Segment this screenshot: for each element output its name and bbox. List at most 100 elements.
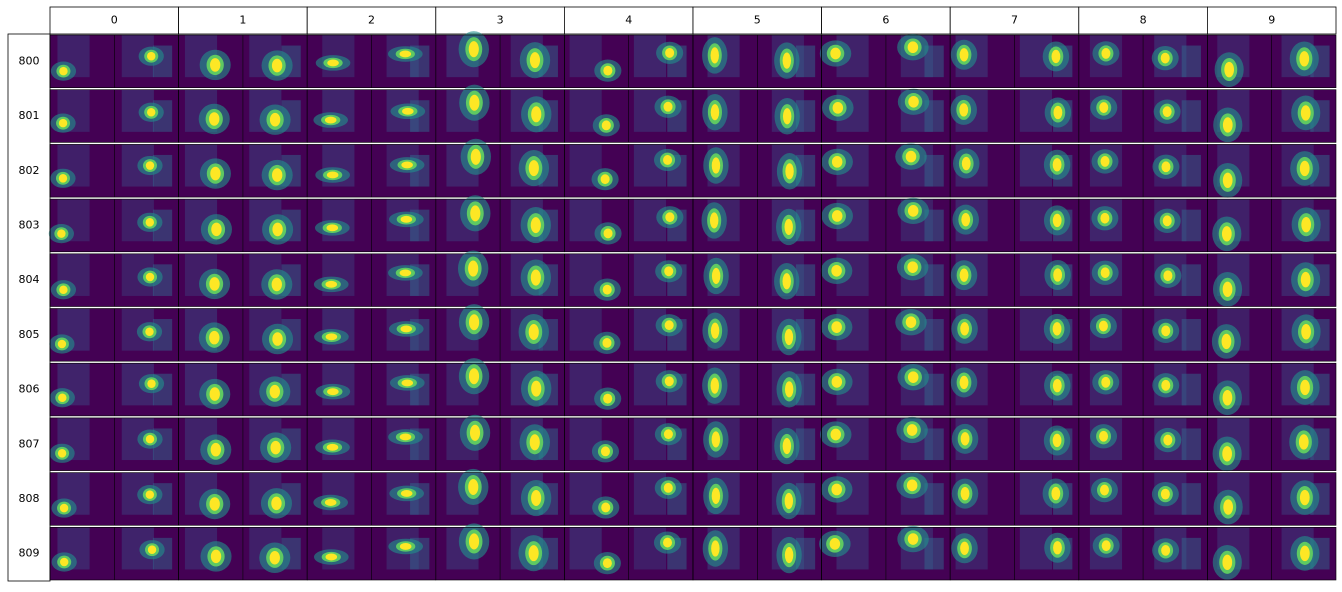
row-label: 802 bbox=[19, 164, 40, 177]
heatmap-background bbox=[564, 89, 629, 143]
cell-border bbox=[1207, 472, 1337, 526]
heatmap-peak bbox=[711, 431, 721, 448]
column-header-cell bbox=[949, 6, 1080, 35]
heatmap-peak bbox=[665, 47, 675, 58]
heatmap-peak bbox=[531, 380, 542, 397]
heatmap-peak bbox=[665, 212, 675, 223]
cell-image-pair bbox=[820, 253, 951, 307]
column-header-label: 2 bbox=[368, 14, 375, 27]
heatmap-peak bbox=[603, 393, 613, 404]
heatmap-peak bbox=[531, 489, 542, 507]
heatmap-peak bbox=[1301, 216, 1312, 233]
heatmap-peak bbox=[271, 277, 282, 292]
cell-image-pair bbox=[1078, 253, 1208, 307]
cell-image-pair bbox=[564, 527, 693, 580]
heatmap-background bbox=[564, 527, 629, 580]
cell-image-pair bbox=[564, 199, 693, 252]
cell-border bbox=[1207, 417, 1337, 471]
heatmap-peak bbox=[1163, 270, 1173, 282]
heatmap-peak bbox=[399, 269, 412, 277]
cell-image-pair bbox=[178, 253, 308, 307]
cell-image-pair bbox=[49, 527, 179, 580]
cell-image-pair bbox=[306, 253, 436, 307]
cell-image-pair bbox=[564, 308, 693, 362]
heatmap-peak bbox=[324, 116, 337, 124]
heatmap-noise bbox=[924, 319, 944, 351]
heatmap-noise bbox=[924, 264, 944, 296]
row-label: 804 bbox=[19, 273, 40, 286]
row-label: 807 bbox=[19, 437, 40, 450]
heatmap-peak bbox=[1221, 333, 1232, 350]
heatmap-peak bbox=[145, 218, 155, 227]
heatmap-peak bbox=[57, 449, 67, 458]
heatmap-peak bbox=[1161, 161, 1171, 173]
heatmap-peak bbox=[1052, 378, 1062, 393]
heatmap-peak bbox=[831, 210, 843, 222]
heatmap-peak bbox=[529, 52, 541, 69]
heatmap-peak bbox=[1222, 172, 1233, 189]
heatmap-background bbox=[564, 253, 629, 307]
heatmap-peak bbox=[1101, 48, 1111, 59]
cell-image-pair bbox=[306, 35, 436, 88]
heatmap-peak bbox=[1162, 106, 1172, 118]
cell-image-pair bbox=[306, 199, 436, 252]
heatmap-peak bbox=[1100, 156, 1110, 167]
cell-image-pair bbox=[820, 416, 951, 471]
cell-image-pair bbox=[949, 472, 1079, 526]
heatmap-haze bbox=[322, 363, 355, 406]
heatmap-peak bbox=[272, 222, 283, 237]
heatmap-noise bbox=[795, 428, 816, 461]
heatmap-peak bbox=[784, 546, 794, 564]
heatmap-peak bbox=[1221, 226, 1232, 242]
heatmap-noise bbox=[924, 483, 944, 515]
heatmap-peak bbox=[906, 424, 918, 436]
cell-image-pair bbox=[178, 35, 308, 88]
column-header-cell bbox=[692, 6, 823, 35]
cell-border bbox=[1207, 144, 1337, 198]
heatmap-peak bbox=[1222, 117, 1233, 133]
cell-image-pair bbox=[178, 199, 308, 252]
cell-image-pair bbox=[949, 199, 1079, 252]
heatmap-peak bbox=[270, 440, 281, 455]
cell-image-pair bbox=[306, 417, 436, 471]
cell-border bbox=[1207, 362, 1337, 417]
heatmap-peak bbox=[709, 212, 719, 229]
heatmap-peak bbox=[1100, 267, 1110, 279]
heatmap-peak bbox=[327, 59, 339, 67]
cell-image-pair bbox=[48, 199, 179, 252]
heatmap-peak bbox=[468, 533, 480, 550]
cell-image-pair bbox=[692, 199, 822, 252]
heatmap-peak bbox=[400, 325, 413, 333]
cell-image-pair bbox=[564, 363, 693, 416]
heatmap-peak bbox=[1099, 484, 1109, 496]
heatmap-peak bbox=[1052, 433, 1062, 448]
heatmap-peak bbox=[528, 545, 539, 562]
heatmap-peak bbox=[663, 155, 673, 165]
heatmap-peak bbox=[905, 150, 917, 163]
column-header-cell bbox=[306, 6, 437, 35]
heatmap-noise bbox=[1181, 428, 1201, 461]
heatmap-peak bbox=[602, 558, 612, 569]
heatmap-peak bbox=[1299, 160, 1310, 177]
heatmap-peak bbox=[210, 442, 221, 457]
cell-border bbox=[1207, 34, 1337, 89]
heatmap-peak bbox=[1053, 541, 1062, 555]
heatmap-peak bbox=[960, 322, 970, 336]
heatmap-peak bbox=[469, 424, 481, 441]
heatmap-peak bbox=[663, 482, 673, 493]
cell-image-pair bbox=[1078, 144, 1208, 198]
heatmap-peak bbox=[1299, 51, 1310, 67]
heatmap-peak bbox=[1160, 488, 1170, 500]
cell-image-pair bbox=[692, 363, 822, 416]
heatmap-peak bbox=[1222, 281, 1233, 298]
heatmap-peak bbox=[603, 65, 613, 76]
row-label: 801 bbox=[19, 109, 40, 122]
heatmap-peak bbox=[529, 434, 540, 451]
heatmap-peak bbox=[1298, 434, 1309, 450]
cell-image-pair bbox=[178, 472, 308, 526]
cell-image-pair bbox=[1078, 308, 1208, 362]
heatmap-peak bbox=[1300, 105, 1311, 121]
cell-image-pair bbox=[1078, 527, 1208, 580]
heatmap-peak bbox=[1099, 102, 1109, 113]
cell-image-pair bbox=[435, 468, 565, 526]
